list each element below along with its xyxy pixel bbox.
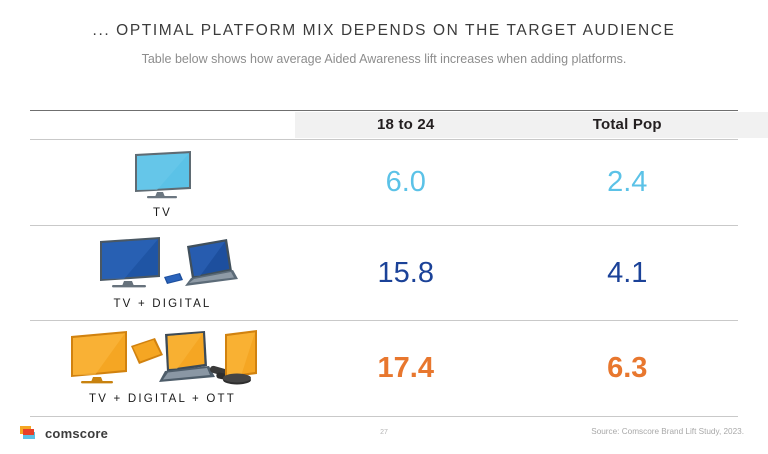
value-cell-totalpop: 4.1 (517, 257, 739, 290)
value-age-18-24: 6.0 (385, 166, 426, 198)
tv-digital-icons (99, 236, 238, 287)
phone-icon (163, 272, 183, 284)
value-cell-age: 6.0 (295, 166, 517, 199)
table-top-rule (30, 110, 738, 111)
value-age-18-24: 17.4 (377, 352, 434, 384)
tablet-icon (130, 338, 163, 364)
page-subtitle: Table below shows how average Aided Awar… (141, 52, 627, 66)
header-label-age: 18 to 24 (377, 116, 435, 133)
value-cell-age: 15.8 (295, 257, 517, 290)
value-cell-age: 17.4 (295, 352, 517, 385)
value-total-pop: 2.4 (607, 166, 648, 198)
platform-label: TV + DIGITAL + OTT (89, 393, 236, 405)
row-divider (30, 139, 738, 140)
header-cell-totalpop: Total Pop (517, 116, 739, 134)
table-row: TV + DIGITAL 15.8 4.1 (30, 226, 738, 320)
row-divider (30, 225, 738, 226)
icon-group-tv (127, 146, 199, 202)
value-total-pop: 4.1 (607, 256, 648, 289)
platform-label: TV (152, 207, 173, 219)
platform-label: TV + DIGITAL (113, 297, 212, 310)
lift-table: 18 to 24 Total Pop TV 6.0 2.4 (30, 110, 768, 416)
icon-group-tv-digital-ott (65, 330, 261, 388)
laptop-icon (184, 238, 238, 286)
value-cell-totalpop: 2.4 (517, 166, 739, 199)
header-label-totalpop: Total Pop (592, 116, 662, 133)
platform-cell-tv-digital: TV + DIGITAL (30, 236, 295, 310)
table-header-row: 18 to 24 Total Pop (30, 111, 738, 139)
row-divider (30, 320, 738, 321)
value-cell-totalpop: 6.3 (517, 352, 739, 385)
platform-cell-tv: TV (30, 146, 295, 219)
header-band (295, 112, 768, 138)
page-title: ... OPTIMAL PLATFORM MIX DEPENDS ON THE … (92, 22, 676, 39)
tv-digital-ott-icons (70, 330, 257, 385)
tv-icon (224, 330, 257, 378)
table-row: TV + DIGITAL + OTT 17.4 6.3 (30, 321, 738, 416)
header-cell-age: 18 to 24 (295, 116, 517, 134)
table-row: TV 6.0 2.4 (30, 140, 738, 225)
value-age-18-24: 15.8 (377, 256, 434, 289)
tv-icon (70, 331, 127, 384)
streaming-puck-icon (222, 373, 251, 385)
platform-cell-tv-digital-ott: TV + DIGITAL + OTT (30, 330, 295, 405)
tv-icon (99, 236, 160, 287)
value-total-pop: 6.3 (607, 352, 648, 384)
slide-footer: comscore 27 Source: Comscore Brand Lift … (0, 416, 768, 454)
laptop-icon (158, 331, 215, 382)
icon-group-tv-digital (88, 236, 238, 293)
tv-icon (134, 151, 191, 199)
footer-divider (30, 416, 738, 417)
